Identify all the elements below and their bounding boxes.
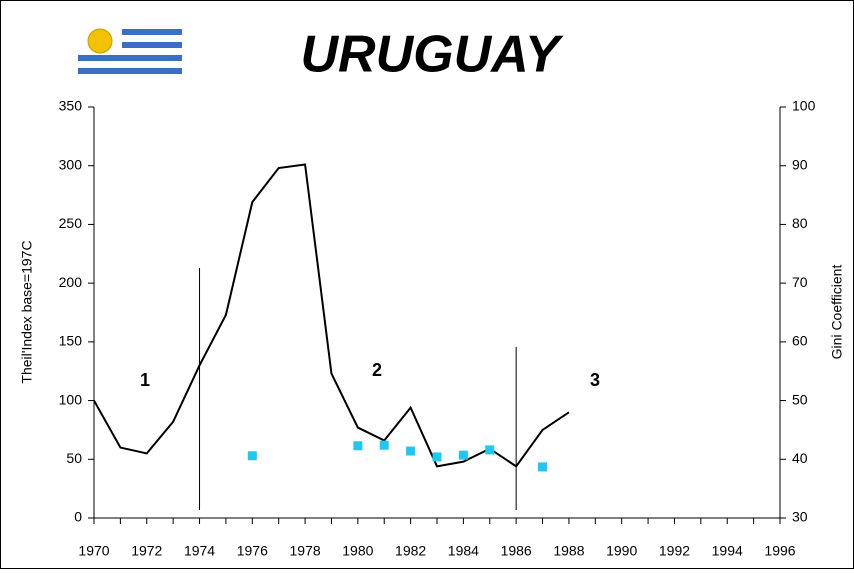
x-tick-label: 1982 (395, 543, 426, 559)
data-point (379, 440, 389, 450)
x-tick-label: 1986 (501, 543, 532, 559)
x-tick-label: 1984 (448, 543, 479, 559)
y-tick-label: 100 (59, 391, 83, 407)
data-point (538, 462, 548, 472)
x-tick-label: 1974 (184, 543, 215, 559)
y2-tick-label: 60 (792, 333, 808, 349)
y2-tick-label: 80 (792, 215, 808, 231)
data-point (485, 445, 495, 455)
x-tick-label: 1978 (289, 543, 320, 559)
y2-axis-label: Gini Coefficient (829, 265, 845, 360)
x-tick-label: 1980 (342, 543, 373, 559)
y-tick-label: 0 (74, 509, 82, 525)
phase-label: 3 (590, 370, 600, 390)
y2-tick-label: 50 (792, 391, 808, 407)
y2-tick-label: 40 (792, 450, 808, 466)
y2-tick-label: 70 (792, 274, 808, 290)
y2-tick-label: 30 (792, 509, 808, 525)
x-tick-label: 1994 (712, 543, 743, 559)
data-point (458, 450, 468, 460)
y-tick-label: 350 (59, 98, 83, 114)
x-tick-label: 1988 (553, 543, 584, 559)
data-point (432, 452, 442, 462)
y-tick-label: 250 (59, 215, 83, 231)
flag (78, 22, 182, 80)
phase-label: 2 (372, 360, 382, 380)
phase-label: 1 (140, 370, 150, 390)
y-axis-label: Theil'Index base=197C (19, 240, 35, 383)
data-point (353, 441, 363, 451)
x-tick-label: 1970 (78, 543, 109, 559)
x-tick-label: 1990 (606, 543, 637, 559)
x-tick-label: 1992 (659, 543, 690, 559)
y-tick-label: 300 (59, 156, 83, 172)
y-tick-label: 200 (59, 274, 83, 290)
y2-tick-label: 100 (792, 98, 816, 114)
x-tick-label: 1972 (131, 543, 162, 559)
chart-title: URUGUAY (300, 26, 563, 84)
y-tick-label: 50 (66, 450, 82, 466)
data-point (406, 446, 416, 456)
x-tick-label: 1996 (764, 543, 795, 559)
y-tick-label: 150 (59, 333, 83, 349)
data-point (247, 451, 257, 461)
x-tick-label: 1976 (237, 543, 268, 559)
y2-tick-label: 90 (792, 156, 808, 172)
